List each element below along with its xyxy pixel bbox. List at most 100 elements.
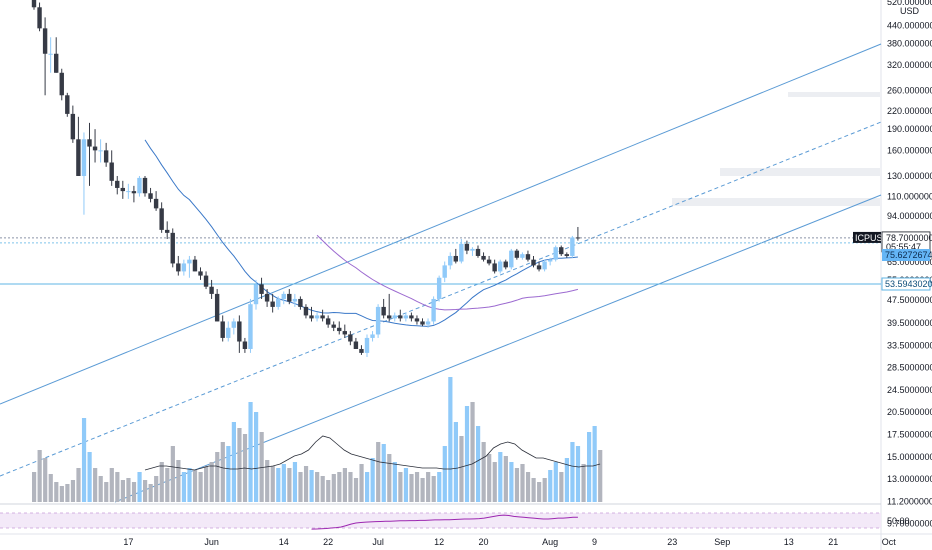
price-tick-label: 380.00000000	[887, 39, 932, 49]
volume-bar	[192, 470, 198, 502]
candle-body	[448, 255, 453, 266]
countdown-tag: 05:55:47	[886, 242, 921, 252]
candle-body	[353, 341, 359, 349]
time-tick-label: 14	[279, 537, 289, 547]
moving-averages	[144, 139, 579, 327]
time-tick-label: Oct	[882, 537, 897, 547]
price-tick-label: 220.00000000	[887, 106, 932, 116]
volume-bar	[448, 377, 453, 502]
candle-body	[425, 321, 431, 325]
volume-bar	[265, 460, 270, 502]
volume-bar	[426, 472, 431, 502]
price-tick-label: 94.00000000	[887, 211, 932, 221]
volume-bar	[548, 470, 553, 502]
volume-bar	[198, 472, 203, 502]
volume-bar	[287, 468, 292, 502]
candle-body	[398, 315, 403, 319]
candle-body	[264, 293, 270, 302]
candle-body	[370, 334, 375, 338]
time-tick-label: 12	[434, 537, 444, 547]
candle-body	[403, 315, 409, 319]
slow-ma-line	[316, 234, 579, 311]
time-tick-label: Jul	[372, 537, 384, 547]
volume-bar	[143, 480, 148, 502]
price-axis[interactable]: 520.00000000USD 440.00000000 380.00000000 3…	[887, 0, 932, 529]
candle-body	[142, 177, 148, 194]
highlight-zones	[672, 92, 880, 206]
candlesticks[interactable]	[31, 0, 581, 357]
candle-body	[76, 139, 81, 176]
candle-body	[464, 243, 470, 251]
volume-bar	[315, 472, 320, 502]
candle-body	[54, 53, 59, 73]
candle-body	[165, 229, 170, 233]
volume-bar	[231, 422, 236, 502]
volume-bar	[148, 484, 153, 502]
candle-body	[481, 255, 486, 260]
channel-lower-line	[114, 194, 882, 503]
candle-body	[570, 237, 575, 256]
volume-bar	[453, 422, 458, 502]
volume-bar	[592, 426, 597, 502]
volume-ma-line	[144, 435, 601, 471]
volume-bar	[331, 474, 336, 502]
candle-body	[536, 265, 542, 270]
volume-bar	[437, 472, 442, 502]
rsi-band	[0, 513, 881, 528]
volume-ma-polyline	[144, 435, 601, 471]
volume-bar	[498, 452, 503, 502]
volume-bar	[237, 428, 242, 502]
candle-body	[486, 259, 492, 264]
candle-body	[42, 28, 48, 54]
candle-body	[170, 232, 175, 264]
volume-bar	[187, 468, 192, 502]
candle-body	[475, 248, 481, 256]
volume-bar	[137, 472, 142, 502]
volume-bar	[359, 464, 364, 502]
price-tick-label: 17.50000000	[887, 430, 932, 440]
volume-bar	[342, 468, 347, 502]
price-tick-label: 9.70000000	[887, 519, 932, 529]
last-price-tag: 78.70000000	[886, 233, 932, 243]
trend-channel[interactable]	[0, 43, 882, 503]
volume-bar	[414, 472, 420, 502]
candle-body	[248, 304, 253, 349]
price-tick-label: 28.50000000	[887, 363, 932, 373]
time-tick-label: 9	[592, 537, 597, 547]
price-tick-label: 130.00000000	[887, 171, 932, 181]
candle-body	[148, 193, 153, 199]
volume-bar	[470, 402, 475, 502]
candle-body	[320, 315, 325, 319]
candle-body	[231, 321, 236, 328]
volume-bar	[376, 442, 381, 502]
candle-body	[303, 306, 309, 316]
candle-body	[209, 286, 214, 294]
candle-body	[131, 191, 137, 194]
volume-bar	[165, 468, 170, 502]
volume-bar	[87, 452, 92, 502]
volume-bar	[514, 468, 520, 502]
volume-bar	[32, 472, 37, 502]
volume-bar	[464, 406, 470, 502]
time-axis[interactable]: 17 Jun 14 22 Jul 12 20 Aug 9 23 Sep 13 21 Oct	[0, 533, 932, 547]
price-tick-label: 33.50000000	[887, 340, 932, 350]
candle-body	[226, 327, 231, 338]
candle-body	[253, 284, 259, 305]
candle-body	[159, 208, 164, 230]
volume-bar	[581, 464, 586, 502]
volume-bar	[276, 468, 281, 502]
candle-body	[115, 180, 120, 188]
volume-bar	[403, 468, 409, 502]
candle-body	[359, 348, 364, 353]
volume-bar	[431, 476, 436, 502]
time-tick-label: 20	[479, 537, 489, 547]
volume-bar	[93, 468, 98, 502]
volume-bar	[537, 482, 542, 502]
volume-bar	[215, 452, 220, 502]
volume-bar	[387, 454, 392, 502]
time-tick-label: Jun	[204, 537, 219, 547]
price-tick-label: 13.00000000	[887, 474, 932, 484]
volume-bar	[503, 456, 508, 502]
price-tick-label: 24.50000000	[887, 385, 932, 395]
